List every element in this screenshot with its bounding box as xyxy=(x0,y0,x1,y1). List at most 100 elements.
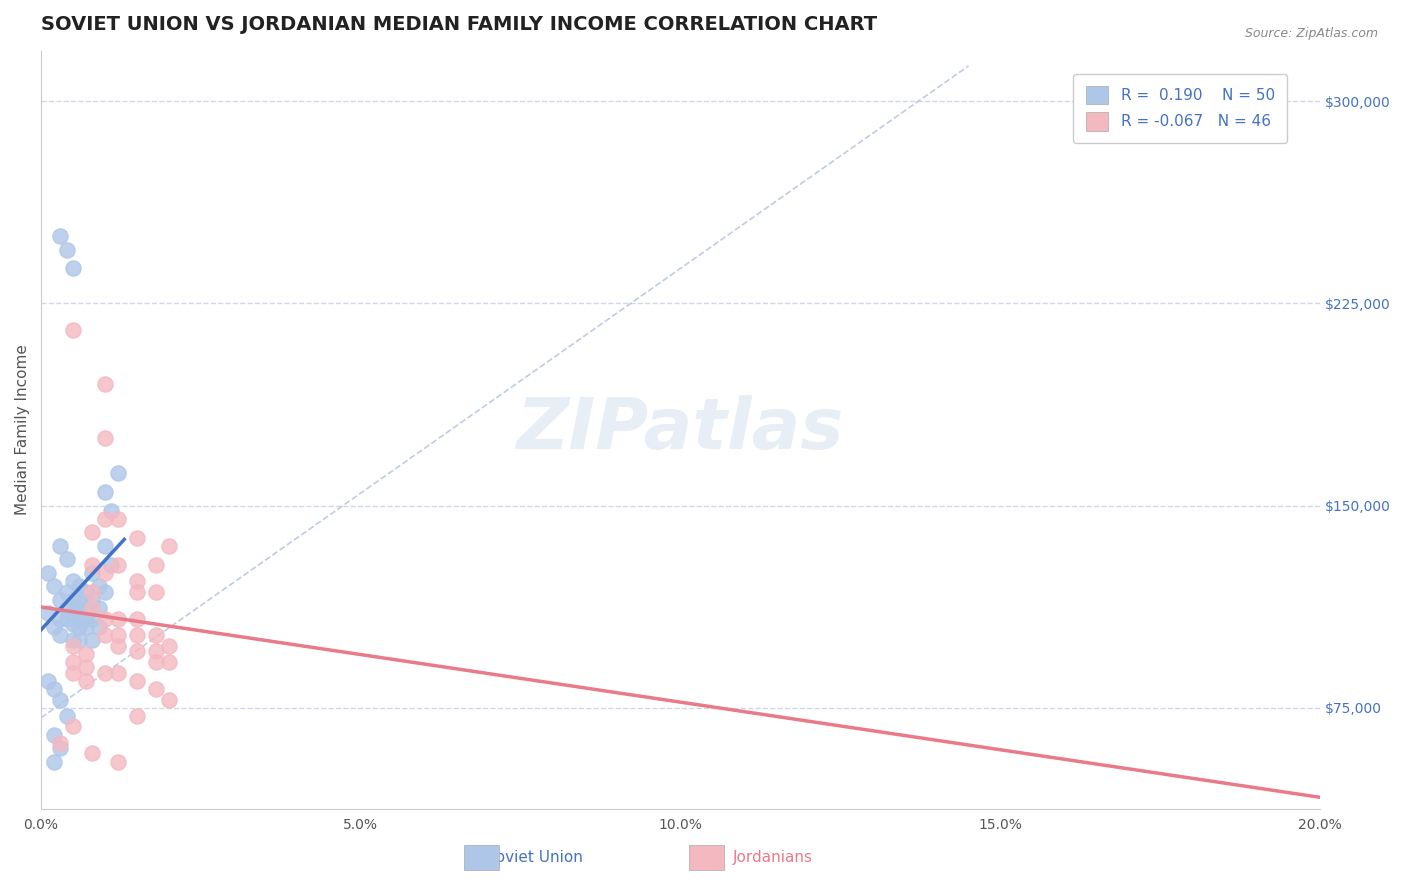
Point xyxy=(75,673,97,688)
Point xyxy=(62,719,84,733)
Point xyxy=(62,323,84,337)
Point xyxy=(125,628,148,642)
Point xyxy=(82,558,104,572)
Point xyxy=(145,681,167,696)
Point xyxy=(82,584,104,599)
Point xyxy=(125,644,148,658)
Text: SOVIET UNION VS JORDANIAN MEDIAN FAMILY INCOME CORRELATION CHART: SOVIET UNION VS JORDANIAN MEDIAN FAMILY … xyxy=(41,15,877,34)
Point xyxy=(82,612,104,626)
Point xyxy=(49,539,72,553)
Point xyxy=(157,692,180,706)
Point xyxy=(125,708,148,723)
Point xyxy=(75,584,97,599)
Point xyxy=(94,612,117,626)
Point xyxy=(82,747,104,761)
Point xyxy=(42,728,65,742)
Point xyxy=(125,673,148,688)
Point xyxy=(42,620,65,634)
Point xyxy=(62,665,84,680)
Point xyxy=(62,617,84,632)
Point xyxy=(62,655,84,669)
Point xyxy=(100,558,122,572)
Point xyxy=(107,512,129,526)
Point xyxy=(94,539,117,553)
Point xyxy=(107,755,129,769)
Point xyxy=(69,601,91,615)
Point xyxy=(94,431,117,445)
Point xyxy=(37,566,59,580)
Point xyxy=(75,612,97,626)
Point xyxy=(107,639,129,653)
Point xyxy=(55,612,77,626)
Point xyxy=(42,579,65,593)
Point xyxy=(42,681,65,696)
Point xyxy=(107,665,129,680)
Point xyxy=(75,620,97,634)
Point xyxy=(82,525,104,540)
Point xyxy=(49,229,72,244)
Text: Jordanians: Jordanians xyxy=(734,850,813,865)
Point xyxy=(87,601,110,615)
Point xyxy=(69,633,91,648)
Point xyxy=(94,665,117,680)
Point xyxy=(55,601,77,615)
Point xyxy=(69,612,91,626)
Point xyxy=(55,552,77,566)
Point xyxy=(157,655,180,669)
Point xyxy=(94,512,117,526)
Point xyxy=(42,755,65,769)
Point xyxy=(49,692,72,706)
Point xyxy=(107,628,129,642)
Point xyxy=(55,708,77,723)
Point xyxy=(69,592,91,607)
Point xyxy=(125,574,148,588)
Point xyxy=(87,579,110,593)
Text: Source: ZipAtlas.com: Source: ZipAtlas.com xyxy=(1244,27,1378,40)
Point xyxy=(94,584,117,599)
Point xyxy=(55,243,77,257)
Point xyxy=(37,607,59,621)
Point xyxy=(75,660,97,674)
Legend: R =  0.190    N = 50, R = -0.067   N = 46: R = 0.190 N = 50, R = -0.067 N = 46 xyxy=(1073,74,1286,143)
Point xyxy=(107,466,129,480)
Point xyxy=(49,592,72,607)
Point xyxy=(87,620,110,634)
Point xyxy=(157,639,180,653)
Point xyxy=(107,612,129,626)
Point xyxy=(49,741,72,756)
Point xyxy=(82,592,104,607)
Point xyxy=(125,531,148,545)
Point xyxy=(100,504,122,518)
Point xyxy=(82,633,104,648)
Point xyxy=(125,612,148,626)
Point xyxy=(145,584,167,599)
Y-axis label: Median Family Income: Median Family Income xyxy=(15,344,30,516)
Point xyxy=(145,558,167,572)
Point xyxy=(107,558,129,572)
Point xyxy=(75,647,97,661)
Point xyxy=(125,584,148,599)
Point xyxy=(62,633,84,648)
Point xyxy=(157,539,180,553)
Point xyxy=(37,673,59,688)
Point xyxy=(94,485,117,500)
Point xyxy=(49,612,72,626)
Point xyxy=(55,584,77,599)
Point xyxy=(62,592,84,607)
Point xyxy=(94,566,117,580)
Point xyxy=(62,607,84,621)
Point xyxy=(49,628,72,642)
Point xyxy=(62,261,84,276)
Point xyxy=(75,601,97,615)
Point xyxy=(94,377,117,392)
Point xyxy=(62,639,84,653)
Point xyxy=(49,736,72,750)
Text: Soviet Union: Soviet Union xyxy=(486,850,582,865)
Text: ZIPatlas: ZIPatlas xyxy=(517,395,845,464)
Point xyxy=(145,655,167,669)
Point xyxy=(145,628,167,642)
Point xyxy=(82,601,104,615)
Point xyxy=(82,566,104,580)
Point xyxy=(145,644,167,658)
Point xyxy=(94,628,117,642)
